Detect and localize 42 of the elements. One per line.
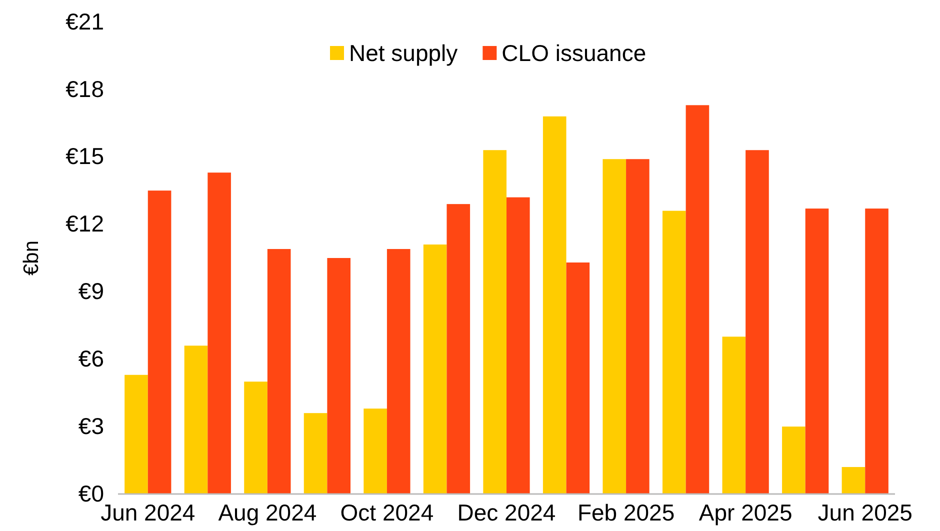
legend-label: Net supply [349, 40, 458, 66]
bar [865, 208, 888, 494]
legend-label: CLO issuance [502, 40, 646, 66]
x-tick-label: Aug 2024 [218, 499, 317, 526]
y-tick-label: €15 [66, 143, 104, 170]
bar [483, 150, 506, 494]
bar [208, 172, 231, 494]
bar [267, 249, 291, 494]
bar [327, 258, 350, 494]
bar [423, 244, 447, 494]
bar [746, 150, 769, 494]
bar [542, 116, 566, 494]
bar [506, 197, 530, 494]
bar [184, 346, 208, 494]
bar [364, 408, 387, 494]
bar [304, 413, 328, 494]
bar [148, 190, 172, 494]
y-tick-label: €12 [66, 210, 104, 237]
x-tick-label: Jun 2025 [818, 499, 912, 526]
bar [602, 159, 626, 494]
bar [662, 210, 686, 494]
y-tick-label: €6 [78, 346, 104, 372]
y-tick-label: €18 [66, 76, 104, 102]
bar [842, 467, 866, 494]
bar [386, 249, 410, 494]
bar [124, 374, 148, 494]
y-tick-label: €21 [66, 8, 104, 34]
x-tick-label: Oct 2024 [340, 499, 434, 526]
x-tick-label: Apr 2025 [698, 499, 792, 526]
bar [805, 208, 829, 494]
bar [722, 336, 746, 494]
y-tick-label: €3 [78, 412, 104, 439]
bar [686, 105, 710, 494]
y-axis-title: €bn [20, 240, 43, 276]
bar [782, 426, 806, 494]
bar [244, 382, 268, 494]
x-tick-label: Dec 2024 [457, 499, 556, 526]
bar [566, 262, 590, 494]
bar [446, 204, 470, 494]
x-tick-label: Feb 2025 [577, 499, 675, 526]
bar [626, 159, 650, 494]
y-tick-label: €9 [78, 278, 104, 304]
